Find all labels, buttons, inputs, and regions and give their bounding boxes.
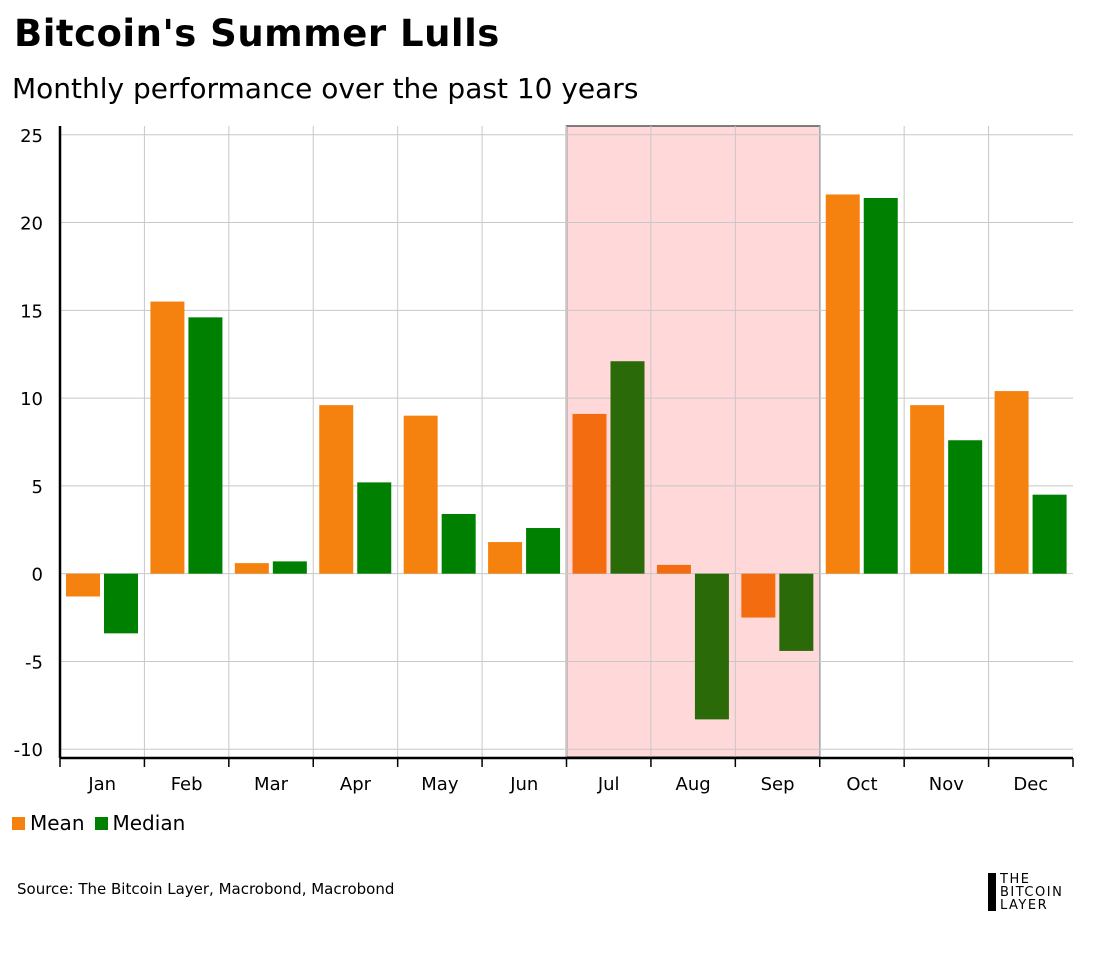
logo-line-3: LAYER bbox=[1000, 898, 1049, 913]
bar-median-aug bbox=[694, 573, 729, 720]
bar-mean-feb bbox=[150, 301, 185, 574]
legend-label-median: Median bbox=[112, 811, 186, 835]
bar-mean-dec bbox=[994, 391, 1029, 574]
x-tick-label: Jan bbox=[87, 774, 116, 795]
bar-median-jun bbox=[526, 528, 561, 574]
x-tick-label: Apr bbox=[340, 774, 372, 795]
y-tick-label: 0 bbox=[32, 565, 43, 586]
legend-item-median: Median bbox=[94, 811, 186, 835]
bar-mean-mar bbox=[234, 563, 269, 574]
highlight-band bbox=[565, 125, 821, 758]
logo-bar-icon bbox=[988, 873, 996, 911]
source-note: Source: The Bitcoin Layer, Macrobond, Ma… bbox=[17, 880, 395, 898]
bar-median-jan bbox=[104, 573, 138, 634]
bar-chart: 25 20 15 10 5 0 -5 -10 Jan Feb Mar Apr May Jun Jul Aug S… bbox=[14, 125, 1074, 795]
bar-median-may bbox=[441, 513, 476, 574]
y-tick-label: 25 bbox=[20, 126, 43, 147]
bar-mean-oct bbox=[825, 194, 860, 574]
x-tick-label: Sep bbox=[761, 774, 795, 795]
chart-subtitle: Monthly performance over the past 10 yea… bbox=[12, 72, 639, 105]
bar-mean-jan bbox=[66, 573, 100, 597]
bar-mean-apr bbox=[319, 405, 354, 574]
x-tick-label: Aug bbox=[676, 774, 711, 795]
y-tick-label: 5 bbox=[32, 477, 43, 498]
bar-median-oct bbox=[863, 197, 898, 574]
bar-mean-sep bbox=[741, 573, 776, 618]
y-tick-label: 15 bbox=[20, 301, 43, 322]
legend-item-mean: Mean bbox=[12, 811, 85, 835]
y-tick-label: -10 bbox=[14, 740, 43, 761]
x-tick-label: Nov bbox=[929, 774, 964, 795]
x-tick-label: Dec bbox=[1013, 774, 1048, 795]
bar-median-sep bbox=[779, 573, 814, 651]
x-tick-label: May bbox=[421, 774, 459, 795]
bar-median-nov bbox=[948, 440, 983, 574]
y-tick-label: 10 bbox=[20, 389, 43, 410]
logo-line-1: THE bbox=[1000, 872, 1031, 887]
bar-mean-nov bbox=[910, 405, 945, 574]
bar-median-mar bbox=[272, 561, 307, 574]
x-tick-label: Feb bbox=[171, 774, 203, 795]
bar-median-jul bbox=[610, 361, 645, 574]
bar-mean-jun bbox=[488, 542, 523, 574]
x-tick-label: Mar bbox=[254, 774, 289, 795]
legend-swatch-median bbox=[94, 816, 108, 830]
chart-title: Bitcoin's Summer Lulls bbox=[14, 12, 500, 55]
legend: Mean Median bbox=[12, 811, 195, 835]
legend-swatch-mean bbox=[12, 816, 25, 830]
bar-median-feb bbox=[188, 317, 223, 574]
y-tick-label: 20 bbox=[20, 214, 43, 235]
bar-mean-aug bbox=[656, 564, 691, 574]
bar-median-dec bbox=[1032, 494, 1067, 574]
y-tick-label: -5 bbox=[25, 652, 43, 673]
logo-line-2: BITCOIN bbox=[1000, 885, 1064, 900]
bar-mean-jul bbox=[572, 413, 607, 574]
bar-median-apr bbox=[357, 482, 392, 574]
bitcoin-layer-logo: THE BITCOIN LAYER bbox=[988, 873, 1063, 912]
legend-label-mean: Mean bbox=[30, 811, 85, 835]
x-tick-label: Oct bbox=[846, 774, 877, 795]
bar-mean-may bbox=[403, 415, 438, 574]
x-tick-label: Jul bbox=[597, 774, 620, 795]
x-tick-label: Jun bbox=[509, 774, 538, 795]
